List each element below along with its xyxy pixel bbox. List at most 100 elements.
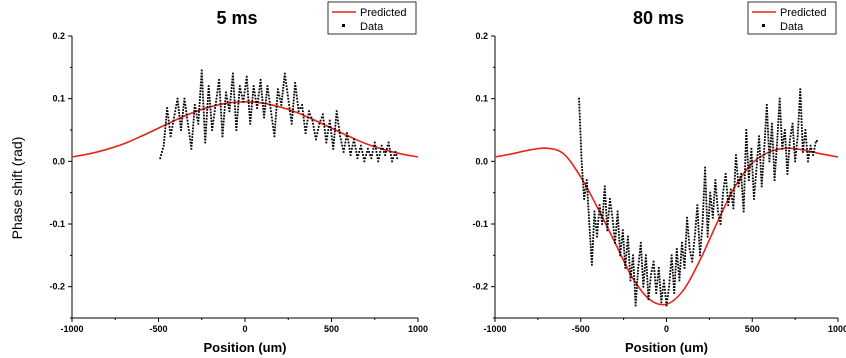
data-point xyxy=(592,225,595,228)
data-point xyxy=(772,158,775,161)
data-point xyxy=(299,107,302,109)
data-point xyxy=(291,119,293,122)
data-point xyxy=(218,90,221,93)
data-point xyxy=(197,122,200,125)
data-point xyxy=(202,111,205,114)
data-point xyxy=(630,266,633,269)
data-point xyxy=(244,85,247,88)
data-point xyxy=(224,103,226,105)
data-point xyxy=(272,125,275,128)
data-point xyxy=(580,157,583,160)
data-point xyxy=(767,148,770,151)
data-point xyxy=(229,104,231,107)
data-point xyxy=(333,130,336,133)
data-point xyxy=(265,90,268,93)
data-point xyxy=(281,98,283,101)
data-point xyxy=(609,201,612,203)
data-point xyxy=(187,122,189,125)
data-point xyxy=(290,122,293,125)
data-point xyxy=(582,186,585,189)
data-point xyxy=(328,119,331,122)
data-point xyxy=(733,183,736,186)
data-point xyxy=(734,171,736,174)
data-point xyxy=(180,126,183,129)
data-point xyxy=(276,94,279,97)
data-point xyxy=(206,108,209,111)
data-point xyxy=(659,287,662,289)
data-point xyxy=(591,246,594,248)
data-point xyxy=(255,100,258,103)
data-point xyxy=(350,151,353,153)
data-point xyxy=(582,180,584,183)
data-point xyxy=(618,245,621,248)
data-point xyxy=(332,145,335,147)
data-point xyxy=(807,160,809,163)
data-point xyxy=(777,124,780,126)
data-point xyxy=(627,247,630,250)
data-point xyxy=(200,78,203,81)
data-point xyxy=(792,134,795,137)
data-point xyxy=(712,202,715,205)
data-point xyxy=(198,102,201,104)
data-point xyxy=(699,245,702,247)
data-point xyxy=(590,255,593,257)
data-point xyxy=(797,114,800,117)
data-point xyxy=(653,273,656,276)
data-point xyxy=(743,189,746,192)
data-point xyxy=(192,124,195,127)
data-point xyxy=(744,159,747,162)
data-point xyxy=(335,116,338,118)
data-point xyxy=(753,198,755,200)
data-point xyxy=(754,176,757,178)
y-tick-label: -0.1 xyxy=(49,219,65,229)
data-point xyxy=(708,200,711,203)
data-point xyxy=(248,116,251,119)
data-point xyxy=(668,276,671,279)
data-point xyxy=(641,265,644,268)
data-point xyxy=(749,160,752,163)
data-point xyxy=(775,147,778,150)
data-point xyxy=(755,169,758,172)
data-point xyxy=(304,132,307,135)
data-point xyxy=(780,136,783,138)
data-point xyxy=(170,132,173,135)
data-point xyxy=(628,259,631,261)
data-point xyxy=(589,234,591,237)
data-point xyxy=(355,151,358,153)
data-point xyxy=(781,144,784,147)
data-point xyxy=(704,181,707,184)
data-point xyxy=(680,250,683,253)
data-point xyxy=(165,118,167,121)
data-point xyxy=(587,205,590,208)
data-point xyxy=(642,279,645,282)
data-point xyxy=(725,176,727,178)
data-point xyxy=(760,182,763,185)
data-point xyxy=(646,271,648,274)
data-point xyxy=(612,229,615,232)
data-point xyxy=(258,85,261,88)
data-point xyxy=(637,263,640,266)
data-point xyxy=(670,260,673,263)
data-point xyxy=(716,201,719,203)
data-point xyxy=(700,235,703,238)
chart-title: 80 ms xyxy=(633,8,684,28)
data-point xyxy=(711,216,714,219)
data-point xyxy=(706,223,709,226)
data-point xyxy=(652,260,655,263)
data-point xyxy=(249,119,252,122)
data-point xyxy=(736,169,739,172)
data-point xyxy=(638,257,641,260)
data-point xyxy=(393,154,396,156)
data-point xyxy=(236,120,238,123)
data-point xyxy=(187,129,190,131)
data-point xyxy=(615,229,617,232)
data-point xyxy=(788,144,791,147)
data-point xyxy=(587,208,590,211)
data-point xyxy=(777,118,780,121)
data-point xyxy=(775,150,778,153)
data-point xyxy=(788,149,791,152)
data-point xyxy=(303,119,305,122)
data-point xyxy=(779,112,782,115)
data-point xyxy=(708,206,711,209)
data-point xyxy=(652,263,654,266)
